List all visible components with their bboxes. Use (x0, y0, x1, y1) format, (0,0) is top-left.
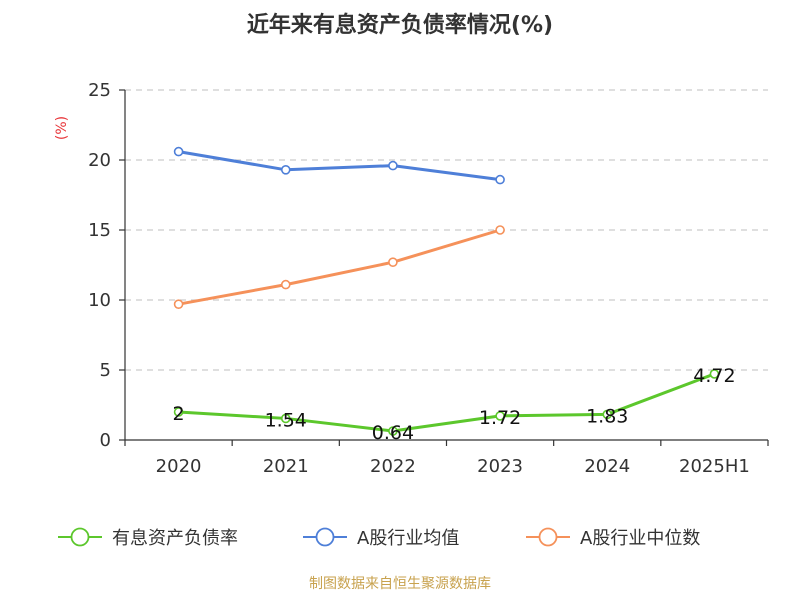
x-tick-label: 2021 (263, 456, 309, 477)
legend-marker (315, 527, 335, 547)
legend-label: A股行业均值 (357, 528, 459, 549)
y-axis-label: (%) (54, 116, 70, 140)
legend-item-0[interactable]: 有息资产负债率 (58, 527, 238, 549)
y-tick-label: 20 (88, 150, 111, 171)
legend: 有息资产负债率 A股行业均值 A股行业中位数 (58, 527, 700, 549)
data-point[interactable] (173, 299, 184, 310)
x-tick-label: 2025H1 (679, 456, 750, 477)
x-tick-label: 2024 (584, 456, 630, 477)
data-point[interactable] (388, 160, 398, 171)
source-note: 制图数据来自恒生聚源数据库 (309, 576, 491, 592)
legend-marker (70, 527, 90, 547)
data-point[interactable] (388, 257, 398, 268)
data-label: 1.54 (265, 409, 307, 431)
series-2 (173, 225, 505, 310)
data-point[interactable] (173, 407, 184, 417)
legend-marker (538, 527, 558, 547)
data-point[interactable] (495, 225, 505, 235)
axis-layer: 0 5 10 15 20 25 2020 2021 2022 2023 2024 2025H1 (88, 80, 769, 477)
y-tick-label: 0 (100, 430, 111, 451)
x-tick-label: 2023 (477, 456, 523, 477)
data-label: 4.72 (693, 365, 735, 387)
y-tick-label: 10 (88, 290, 111, 311)
legend-label: A股行业中位数 (580, 528, 700, 549)
data-point[interactable] (280, 413, 291, 424)
series-layer: 2 1.54 0.64 1.72 1.83 4.72 (173, 146, 736, 444)
data-point[interactable] (388, 426, 398, 436)
series-line (177, 150, 502, 182)
data-point[interactable] (495, 174, 505, 185)
data-label: 0.64 (372, 422, 414, 444)
chart-title: 近年来有息资产负债率情况(%) (247, 12, 553, 38)
y-tick-label: 25 (88, 80, 111, 101)
data-point[interactable] (173, 146, 184, 157)
legend-item-2[interactable]: A股行业中位数 (526, 527, 700, 549)
data-point[interactable] (280, 165, 291, 175)
x-tick-label: 2022 (370, 456, 416, 477)
y-tick-label: 15 (88, 220, 111, 241)
data-label: 1.83 (586, 405, 628, 427)
data-point[interactable] (495, 411, 505, 421)
series-1 (173, 146, 505, 185)
legend-item-1[interactable]: A股行业均值 (303, 527, 459, 549)
data-point[interactable] (709, 369, 720, 379)
grid-layer (125, 89, 768, 371)
series-line (177, 228, 502, 306)
x-tick-label: 2020 (156, 456, 202, 477)
legend-label: 有息资产负债率 (112, 528, 238, 549)
series-line (177, 372, 716, 433)
data-label: 2 (173, 403, 185, 425)
data-label: 1.72 (479, 407, 521, 429)
data-point[interactable] (280, 279, 291, 290)
data-point[interactable] (602, 409, 613, 420)
y-tick-label: 5 (100, 360, 111, 381)
series-0: 2 1.54 0.64 1.72 1.83 4.72 (173, 365, 736, 444)
